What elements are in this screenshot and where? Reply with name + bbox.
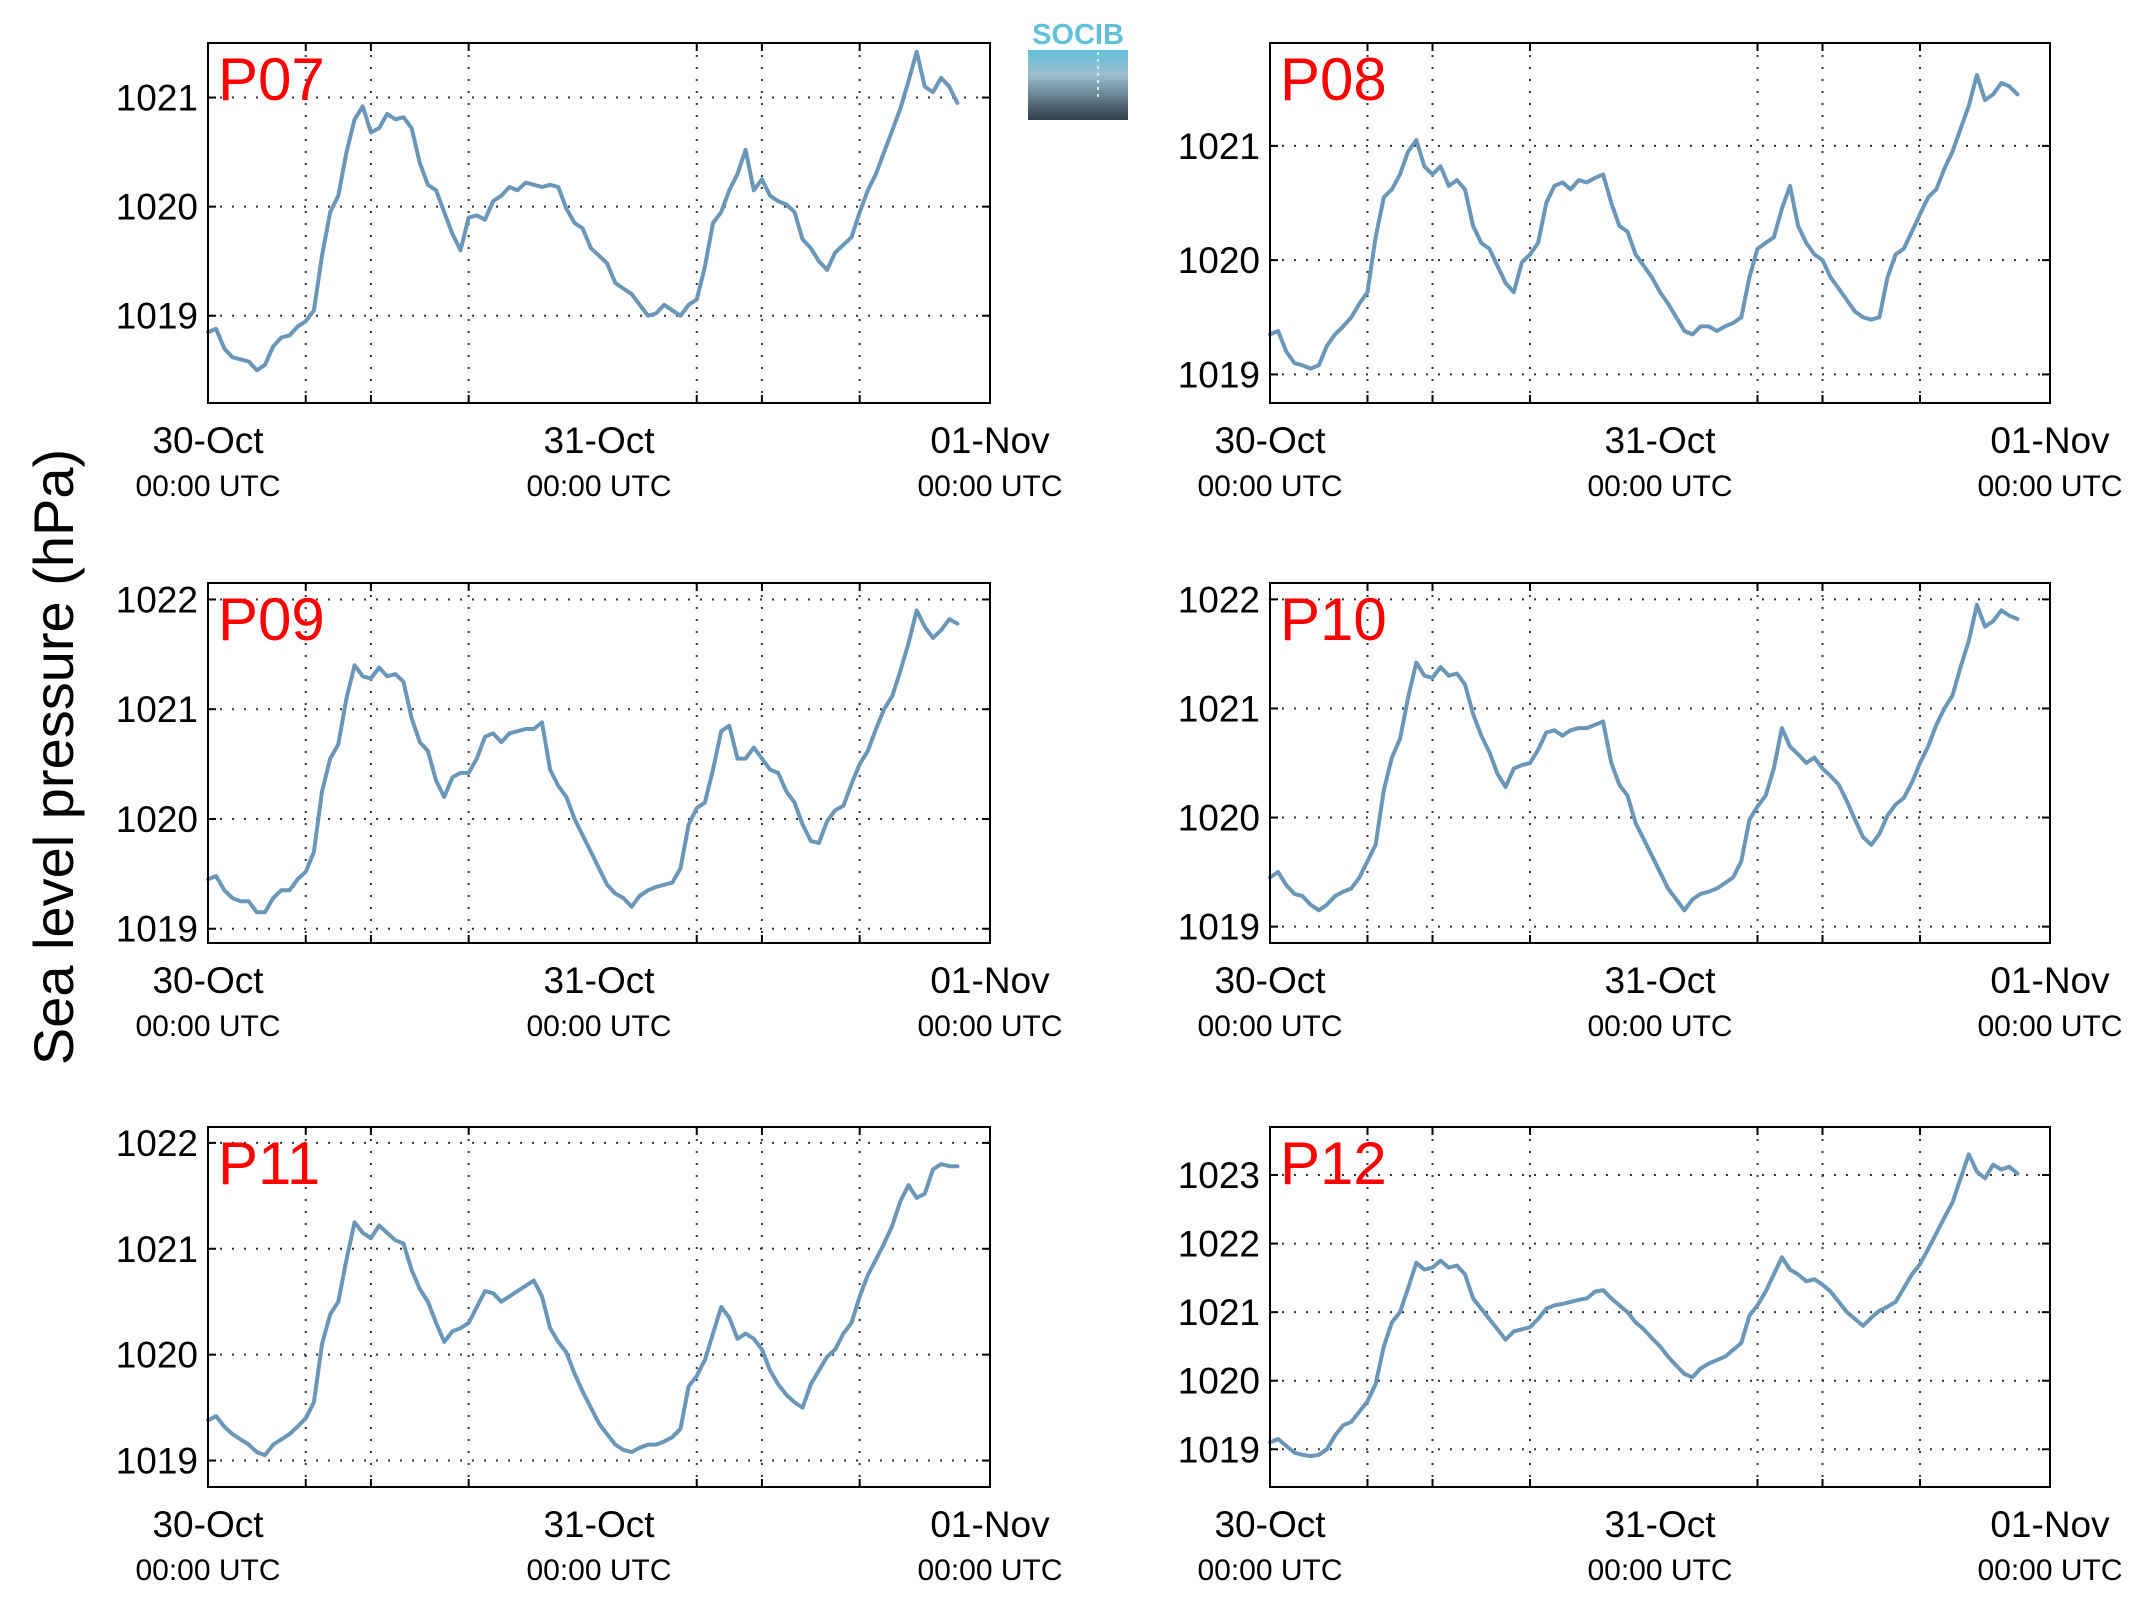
x-tick-label-date: 01-Nov — [930, 1504, 1050, 1545]
plot-background — [1270, 1127, 2050, 1487]
axes-frame — [207, 42, 991, 404]
data-line-p09 — [206, 608, 960, 915]
y-tick-label: 1022 — [1178, 1224, 1260, 1265]
panel-p07: 1019 1020 1021 30-Oct 00:00 UTC 31-Oct 00:00 U… — [116, 42, 1063, 503]
y-tick-label: 1020 — [116, 187, 198, 228]
x-tick-label-time: 00:00 UTC — [135, 1554, 280, 1587]
panel-p08: 1019 1020 1021 30-Oct 00:00 UTC 31-Oct 00:00 U… — [1178, 42, 2123, 503]
plot-background — [208, 583, 990, 943]
y-tick-label: 1021 — [116, 689, 198, 730]
y-tick-label: 1022 — [116, 579, 198, 620]
x-tick-label-time: 00:00 UTC — [526, 1554, 671, 1587]
y-tick-label: 1021 — [1178, 1292, 1260, 1333]
y-tick-label: 1021 — [116, 78, 198, 119]
x-tick-label-time: 00:00 UTC — [1197, 1554, 1342, 1587]
y-tick-label: 1021 — [116, 1229, 198, 1270]
data-line-p10 — [1268, 602, 2020, 913]
plot-background — [208, 1127, 990, 1487]
data-line-p12 — [1268, 1152, 2020, 1459]
y-tick-label: 1019 — [1178, 354, 1260, 395]
x-tick-label-date: 01-Nov — [930, 960, 1050, 1001]
x-tick-label-date: 30-Oct — [152, 960, 264, 1001]
x-tick-label-time: 00:00 UTC — [1197, 1010, 1342, 1043]
data-line-p07 — [206, 49, 960, 373]
plot-background — [1270, 583, 2050, 943]
x-tick-label-time: 00:00 UTC — [1587, 470, 1732, 503]
axes-frame — [207, 582, 991, 944]
x-tick-label-date: 31-Oct — [1604, 420, 1716, 461]
y-tick-label: 1019 — [116, 909, 198, 950]
x-tick-label-date: 01-Nov — [930, 420, 1050, 461]
x-tick-label-time: 00:00 UTC — [917, 470, 1062, 503]
panel-p10: 1019 1020 1021 1022 30-Oct 00:00 UTC 31-Oct 00:… — [1178, 579, 2123, 1043]
panel-p11: 1019 1020 1021 1022 30-Oct 00:00 UTC 31-Oct 00:… — [116, 1123, 1063, 1587]
x-tick-label-date: 30-Oct — [1214, 420, 1326, 461]
x-tick-label-time: 00:00 UTC — [1977, 470, 2122, 503]
y-axis-label: Sea level pressure (hPa) — [22, 449, 85, 1065]
x-tick-label-time: 00:00 UTC — [526, 470, 671, 503]
panel-title: P11 — [218, 1130, 320, 1197]
x-tick-label-time: 00:00 UTC — [1587, 1554, 1732, 1587]
x-tick-label-date: 31-Oct — [1604, 1504, 1716, 1545]
x-tick-label-time: 00:00 UTC — [1197, 470, 1342, 503]
x-tick-label-time: 00:00 UTC — [135, 1010, 280, 1043]
data-line-p11 — [206, 1162, 960, 1458]
x-tick-label-time: 00:00 UTC — [917, 1010, 1062, 1043]
y-tick-label: 1019 — [1178, 907, 1260, 948]
x-tick-label-date: 31-Oct — [543, 1504, 655, 1545]
plot-background — [1270, 43, 2050, 403]
plot-background — [208, 43, 990, 403]
x-tick-label-date: 01-Nov — [1990, 420, 2110, 461]
axes-frame — [1269, 1126, 2051, 1488]
y-tick-label: 1022 — [116, 1123, 198, 1164]
axes-frame — [1269, 42, 2051, 404]
x-tick-label-date: 30-Oct — [152, 420, 264, 461]
y-tick-label: 1020 — [116, 799, 198, 840]
data-line-p08 — [1268, 73, 2020, 371]
socib-logo: SOCIB — [1028, 19, 1128, 120]
x-tick-label-date: 30-Oct — [152, 1504, 264, 1545]
x-tick-label-time: 00:00 UTC — [1977, 1010, 2122, 1043]
x-tick-label-date: 31-Oct — [543, 960, 655, 1001]
y-tick-label: 1020 — [1178, 1361, 1260, 1402]
y-tick-label: 1019 — [1178, 1429, 1260, 1470]
x-tick-label-date: 01-Nov — [1990, 960, 2110, 1001]
y-tick-label: 1019 — [116, 296, 198, 337]
logo-block — [1028, 50, 1128, 120]
panel-title: P07 — [218, 46, 325, 113]
panel-p12: 1019 1020 1021 1022 1023 30-Oct 00:00 UTC 31-Oc… — [1178, 1126, 2123, 1587]
x-tick-label-time: 00:00 UTC — [135, 470, 280, 503]
x-tick-label-time: 00:00 UTC — [917, 1554, 1062, 1587]
x-tick-label-time: 00:00 UTC — [526, 1010, 671, 1043]
y-tick-label: 1020 — [116, 1335, 198, 1376]
panel-title: P10 — [1280, 586, 1387, 653]
y-tick-label: 1020 — [1178, 240, 1260, 281]
y-tick-label: 1020 — [1178, 798, 1260, 839]
panel-p09: 1019 1020 1021 1022 30-Oct 00:00 UTC 31-Oct 00:… — [116, 579, 1063, 1043]
x-tick-label-date: 30-Oct — [1214, 960, 1326, 1001]
panel-title: P09 — [218, 586, 325, 653]
x-tick-label-date: 01-Nov — [1990, 1504, 2110, 1545]
y-tick-label: 1021 — [1178, 126, 1260, 167]
panel-title: P08 — [1280, 46, 1387, 113]
x-tick-label-date: 31-Oct — [1604, 960, 1716, 1001]
x-tick-label-time: 00:00 UTC — [1587, 1010, 1732, 1043]
x-tick-label-time: 00:00 UTC — [1977, 1554, 2122, 1587]
y-tick-label: 1023 — [1178, 1155, 1260, 1196]
y-tick-label: 1022 — [1178, 579, 1260, 620]
x-tick-label-date: 30-Oct — [1214, 1504, 1326, 1545]
x-tick-label-date: 31-Oct — [543, 420, 655, 461]
axes-frame — [207, 1126, 991, 1488]
panel-title: P12 — [1280, 1130, 1387, 1197]
axes-frame — [1269, 582, 2051, 944]
logo-text: SOCIB — [1032, 19, 1124, 51]
y-tick-label: 1021 — [1178, 688, 1260, 729]
y-tick-label: 1019 — [116, 1441, 198, 1482]
